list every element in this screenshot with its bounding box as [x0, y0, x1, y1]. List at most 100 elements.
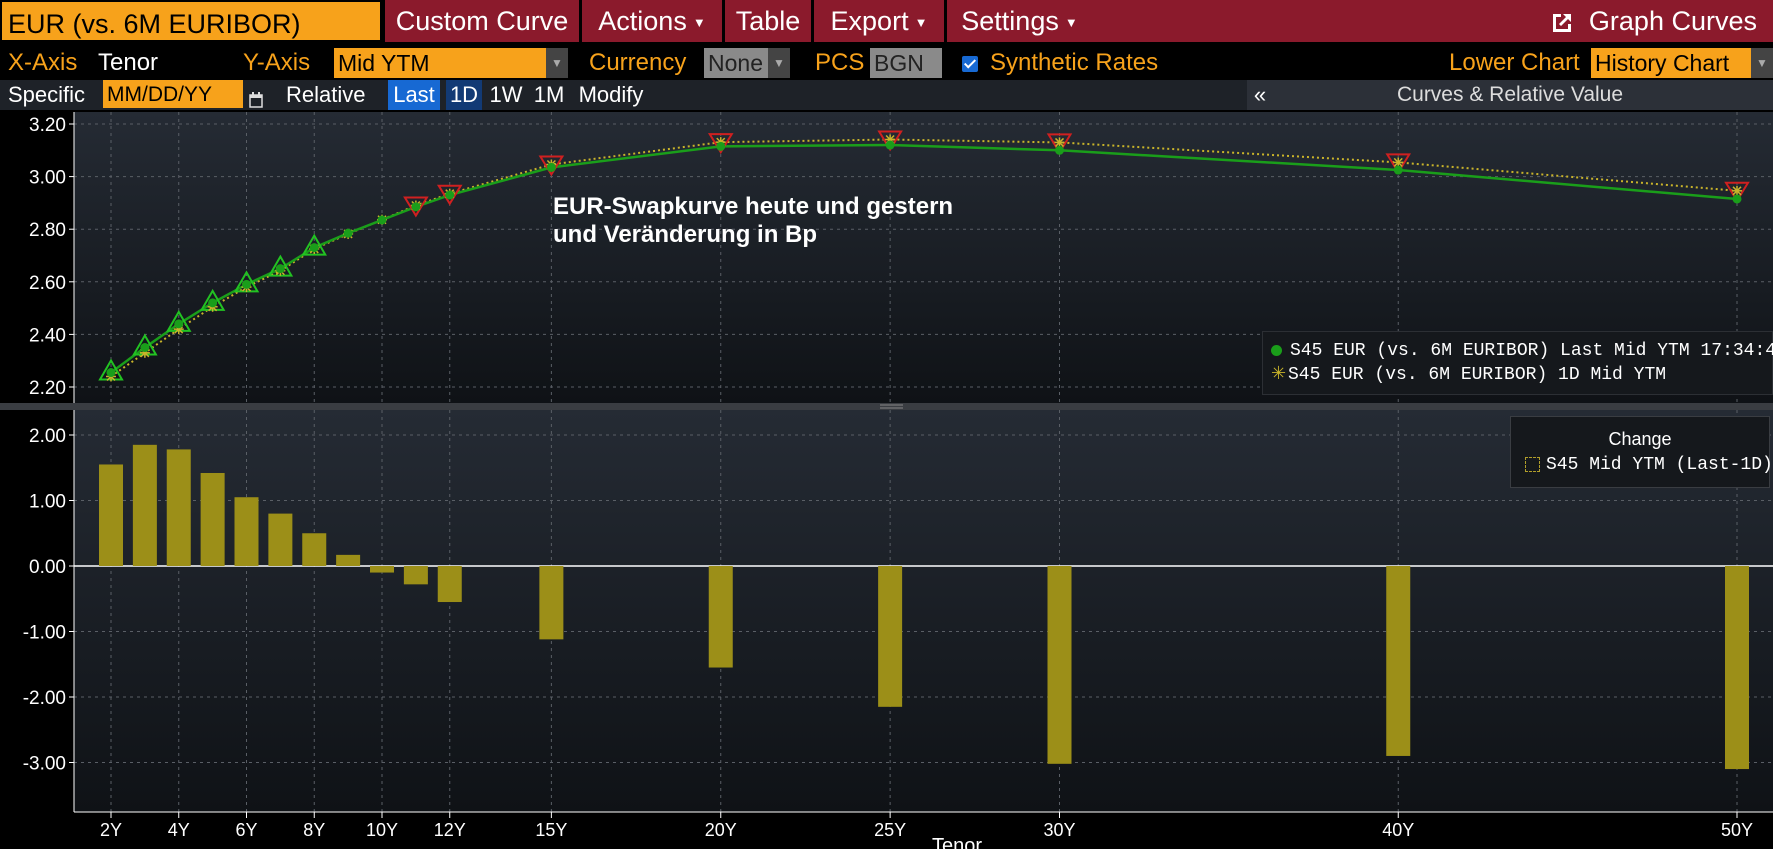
settings-menu[interactable]: Settings ▼: [944, 0, 1092, 42]
currency-dropdown-icon[interactable]: ▼: [768, 48, 790, 78]
synthetic-rates-label: Synthetic Rates: [990, 49, 1159, 76]
table-label: Table: [735, 6, 801, 36]
series-last-point: [445, 190, 455, 200]
series-last-point: [343, 228, 353, 238]
x-tick-label: 2Y: [100, 820, 122, 840]
y-tick-label: 2.40: [29, 325, 66, 346]
relative-label: Relative: [286, 82, 366, 107]
xaxis-title: Tenor: [932, 835, 982, 849]
change-bar: [878, 566, 903, 707]
down-triangle-marker: [436, 184, 463, 206]
change-bar: [1725, 566, 1749, 770]
upper-legend: S45 EUR (vs. 6M EURIBOR) Last Mid YTM 17…: [1262, 331, 1773, 395]
change-bar: [268, 513, 293, 566]
1m-button[interactable]: 1M: [533, 82, 565, 107]
series-1d-point: [1054, 137, 1065, 148]
series-last-point: [106, 368, 116, 378]
security-field[interactable]: EUR (vs. 6M EURIBOR): [0, 0, 382, 42]
custom-curve-label: Custom Curve: [395, 6, 569, 36]
legend-change-title: Change: [1608, 429, 1672, 449]
x-tick-label: 10Y: [366, 820, 398, 840]
modify-button[interactable]: Modify: [578, 82, 644, 107]
actions-menu[interactable]: Actions ▼: [579, 0, 722, 42]
curves-relative-value-header[interactable]: Curves & Relative Value: [1247, 80, 1773, 110]
specific-label: Specific: [8, 82, 86, 107]
down-triangle-marker: [707, 133, 734, 155]
down-triangle-marker: [538, 155, 565, 177]
last-button[interactable]: Last: [388, 80, 440, 110]
series-last-point: [208, 298, 218, 308]
lower-legend: Change S45 Mid YTM (Last-1D): [1510, 416, 1773, 488]
change-bar: [403, 566, 428, 585]
graph-curves-label: Graph Curves: [1588, 6, 1757, 36]
series-last-point: [309, 243, 319, 253]
change-bar: [302, 533, 327, 566]
change-bar: [539, 566, 564, 640]
x-tick-label: 20Y: [705, 820, 737, 840]
currency-select[interactable]: None: [704, 48, 768, 78]
chart-annotation: EUR-Swapkurve heute und gestern und Verä…: [553, 193, 953, 249]
change-bar: [166, 449, 191, 566]
green-dot-icon: [1271, 344, 1282, 356]
y-tick-label: 2.60: [29, 273, 66, 294]
collapse-icon[interactable]: «: [1253, 82, 1267, 107]
change-bar: [336, 554, 361, 566]
custom-curve-button[interactable]: Custom Curve: [382, 0, 579, 42]
down-triangle-marker: [403, 196, 429, 218]
change-bar: [437, 566, 462, 603]
legend-item-last[interactable]: S45 EUR (vs. 6M EURIBOR) Last Mid YTM 17…: [1271, 339, 1773, 363]
series-1d-point: [1732, 185, 1742, 196]
export-menu[interactable]: Export ▼: [811, 0, 944, 42]
lower-chart-select[interactable]: History Chart: [1591, 48, 1751, 78]
xaxis-value[interactable]: Tenor: [98, 49, 159, 76]
change-bar: [1386, 566, 1411, 756]
series-last-point: [411, 202, 421, 212]
graph-curves-button[interactable]: Graph Curves: [1549, 0, 1757, 42]
legend-last-label: S45 EUR (vs. 6M EURIBOR) Last Mid YTM 17…: [1290, 341, 1773, 361]
yaxis-dropdown-icon[interactable]: ▼: [546, 48, 568, 78]
1d-button[interactable]: 1D: [446, 80, 482, 110]
caret-down-icon: ▼: [1064, 14, 1078, 30]
change-bar: [708, 566, 733, 668]
legend-item-change[interactable]: S45 Mid YTM (Last-1D): [1525, 455, 1773, 475]
pcs-label: PCS: [815, 49, 865, 76]
table-button[interactable]: Table: [722, 0, 811, 42]
date-input[interactable]: MM/DD/YY: [103, 80, 243, 108]
series-last-point: [275, 264, 285, 274]
pane-divider[interactable]: [0, 403, 1773, 410]
y-tick-label: 1.00: [29, 492, 66, 513]
x-tick-label: 15Y: [535, 820, 567, 840]
x-tick-label: 6Y: [235, 820, 257, 840]
legend-change-label: S45 Mid YTM (Last-1D): [1546, 455, 1773, 475]
y-tick-label: -2.00: [23, 688, 66, 709]
down-triangle-marker: [877, 130, 903, 152]
calendar-icon[interactable]: [249, 86, 263, 108]
annotation-line-1: EUR-Swapkurve heute und gestern: [553, 193, 954, 220]
lower-chart-dropdown-icon[interactable]: ▼: [1751, 48, 1773, 78]
caret-down-icon: ▼: [692, 14, 706, 30]
xaxis-label: X-Axis: [8, 49, 78, 76]
change-bar: [1047, 566, 1072, 764]
legend-item-1d[interactable]: ✳ S45 EUR (vs. 6M EURIBOR) 1D Mid YTM: [1271, 363, 1666, 387]
series-last-point: [716, 141, 726, 151]
series-last-point: [242, 279, 251, 289]
pcs-field[interactable]: BGN: [870, 48, 942, 78]
yaxis-select[interactable]: Mid YTM: [334, 48, 546, 78]
y-tick-label: -1.00: [23, 623, 66, 644]
export-label: Export: [830, 6, 909, 36]
series-last-point: [140, 343, 150, 353]
actions-label: Actions: [598, 6, 687, 36]
change-bar: [99, 464, 123, 566]
change-bar: [200, 472, 225, 566]
series-last-point: [885, 140, 895, 150]
series-last-point: [1393, 165, 1403, 175]
caret-down-icon: ▼: [914, 14, 928, 30]
dashed-square-icon: [1525, 456, 1540, 472]
y-tick-label: 2.80: [29, 220, 66, 241]
series-last-point: [546, 162, 556, 172]
synthetic-rates-checkbox[interactable]: [962, 56, 978, 72]
down-triangle-marker: [1046, 133, 1073, 155]
lower-plot-area: [74, 410, 1773, 812]
change-bar: [132, 444, 157, 566]
1w-button[interactable]: 1W: [489, 82, 523, 107]
